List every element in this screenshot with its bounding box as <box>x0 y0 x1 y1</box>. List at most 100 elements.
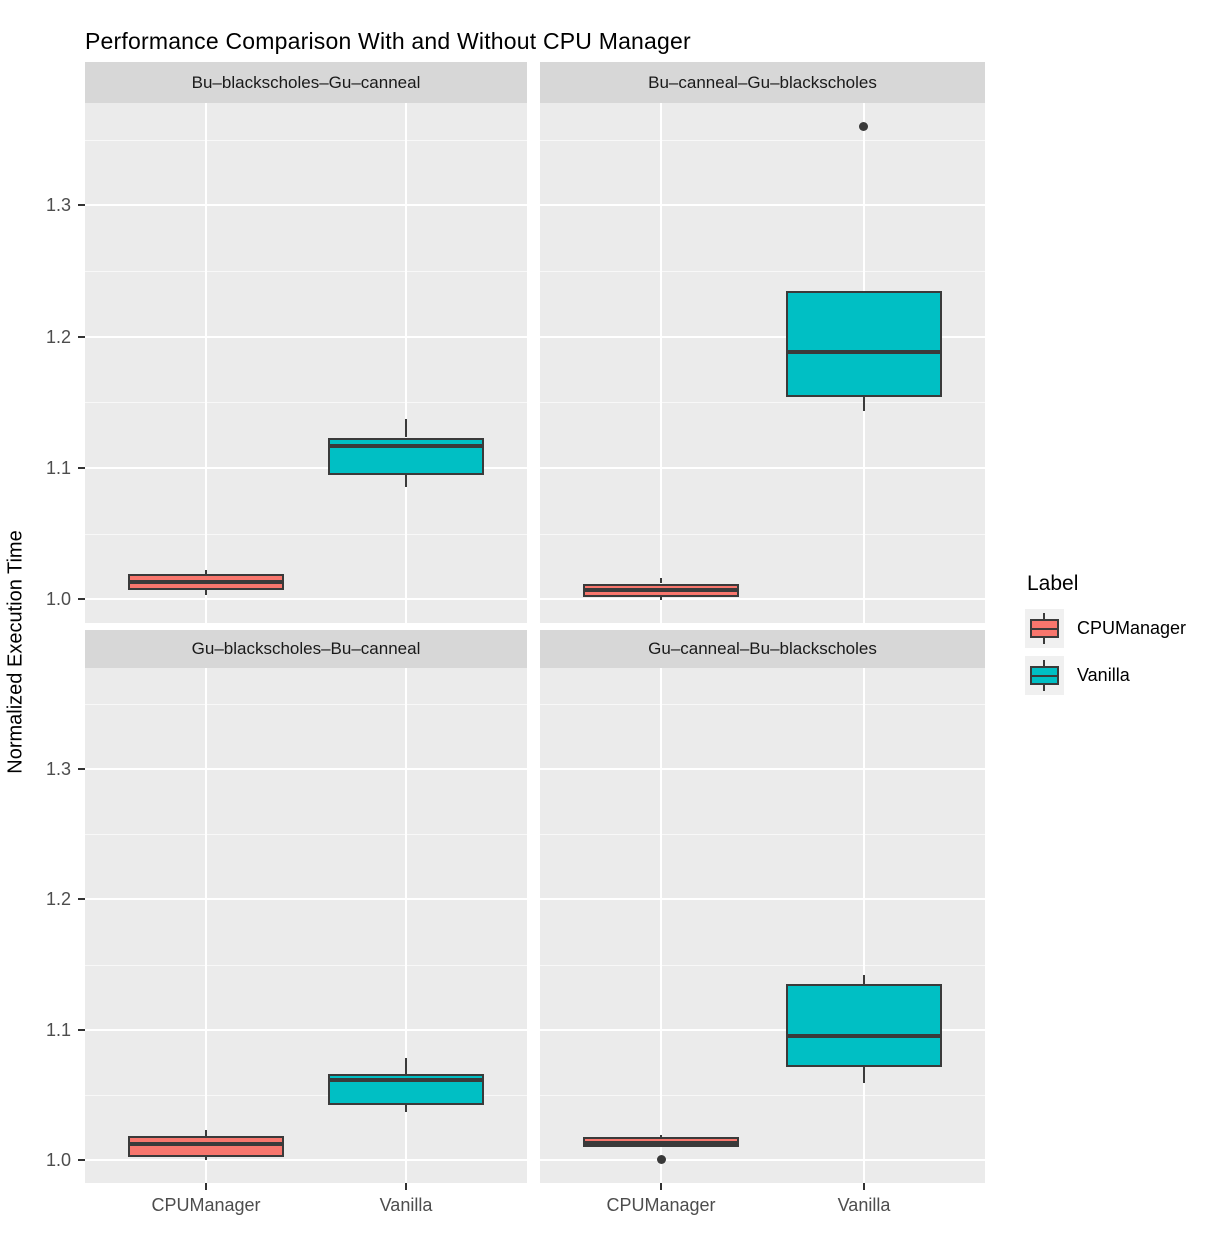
gridline-major <box>540 467 985 469</box>
whisker-upper <box>205 570 207 574</box>
facet-strip: Bu–canneal–Gu–blackscholes <box>540 62 985 103</box>
gridline-major <box>540 336 985 338</box>
facet-strip: Gu–canneal–Bu–blackscholes <box>540 630 985 668</box>
boxplot-median-line <box>583 588 739 592</box>
gridline-major <box>85 336 527 338</box>
boxplot-box <box>128 1136 284 1157</box>
whisker-upper <box>205 1130 207 1137</box>
gridline-major-vertical <box>205 103 207 623</box>
gridline-major <box>85 898 527 900</box>
gridline-major <box>85 204 527 206</box>
boxplot-median-line <box>328 444 484 448</box>
whisker-upper <box>405 1058 407 1074</box>
boxplot-box <box>786 291 942 397</box>
key-median-line <box>1032 628 1057 630</box>
gridline-major <box>540 204 985 206</box>
gridline-minor <box>85 402 527 403</box>
gridline-minor <box>85 704 527 705</box>
boxplot-median-line <box>786 350 942 354</box>
facet-panel <box>85 103 527 623</box>
gridline-minor <box>85 834 527 835</box>
gridline-major <box>540 898 985 900</box>
gridline-minor <box>540 834 985 835</box>
gridline-minor <box>540 965 985 966</box>
whisker-lower <box>205 1157 207 1160</box>
facet-strip: Gu–blackscholes–Bu–canneal <box>85 630 527 668</box>
gridline-major-vertical <box>205 668 207 1183</box>
y-tick-mark <box>78 336 85 338</box>
facet-panel <box>540 668 985 1183</box>
legend-label: Vanilla <box>1077 665 1130 685</box>
whisker-lower <box>205 590 207 595</box>
y-tick-label: 1.3 <box>45 195 71 215</box>
boxplot-median-line <box>128 580 284 584</box>
gridline-major-vertical <box>405 103 407 623</box>
gridline-minor <box>540 1095 985 1096</box>
facet-strip: Bu–blackscholes–Gu–canneal <box>85 62 527 103</box>
gridline-minor <box>85 534 527 535</box>
gridline-major <box>540 768 985 770</box>
gridline-minor <box>85 271 527 272</box>
gridline-major-vertical <box>405 668 407 1183</box>
whisker-upper <box>660 578 662 583</box>
gridline-minor <box>85 140 527 141</box>
x-tick-mark <box>405 1183 407 1190</box>
boxplot-median-line <box>583 1141 739 1145</box>
legend: Label CPUManager Vanilla <box>1025 572 1186 703</box>
legend-title: Label <box>1027 572 1079 595</box>
x-tick-label: CPUManager <box>151 1195 261 1215</box>
gridline-minor <box>540 271 985 272</box>
gridline-major <box>85 1159 527 1161</box>
y-tick-mark <box>78 898 85 900</box>
y-tick-label: 1.3 <box>45 759 71 779</box>
whisker-lower <box>863 1067 865 1083</box>
whisker-lower <box>660 597 662 600</box>
gridline-major <box>85 467 527 469</box>
y-tick-label: 1.0 <box>45 589 71 609</box>
x-tick-mark <box>660 1183 662 1190</box>
gridline-minor <box>540 704 985 705</box>
gridline-minor <box>540 534 985 535</box>
whisker-lower <box>405 1105 407 1112</box>
y-tick-mark <box>78 1159 85 1161</box>
gridline-major <box>85 768 527 770</box>
gridline-major <box>540 598 985 600</box>
boxplot-median-line <box>786 1034 942 1038</box>
gridline-major <box>540 1159 985 1161</box>
whisker-lower <box>863 397 865 411</box>
key-median-line <box>1032 675 1057 677</box>
y-tick-label: 1.1 <box>45 458 71 478</box>
gridline-major-vertical <box>863 668 865 1183</box>
x-tick-label: Vanilla <box>837 1195 891 1215</box>
gridline-minor <box>85 965 527 966</box>
whisker-lower <box>405 475 407 487</box>
y-tick-label: 1.2 <box>45 889 71 909</box>
x-tick-mark <box>205 1183 207 1190</box>
boxplot-median-line <box>328 1078 484 1082</box>
y-tick-mark <box>78 768 85 770</box>
y-tick-label: 1.1 <box>45 1020 71 1040</box>
boxplot-box <box>786 984 942 1067</box>
y-tick-label: 1.0 <box>45 1150 71 1170</box>
y-tick-mark <box>78 598 85 600</box>
outlier-point <box>657 1155 666 1164</box>
gridline-major <box>85 598 527 600</box>
whisker-upper <box>405 419 407 437</box>
whisker-upper <box>863 975 865 984</box>
gridline-minor <box>540 140 985 141</box>
gridline-major <box>540 1029 985 1031</box>
y-tick-mark <box>78 1029 85 1031</box>
legend-label: CPUManager <box>1077 618 1187 638</box>
y-tick-mark <box>78 467 85 469</box>
gridline-major-vertical <box>660 668 662 1183</box>
whisker-upper <box>660 1135 662 1138</box>
facet-panel <box>85 668 527 1183</box>
key-box <box>1030 666 1059 685</box>
x-tick-label: Vanilla <box>379 1195 433 1215</box>
boxplot-key-icon <box>1025 656 1064 695</box>
x-tick-mark <box>863 1183 865 1190</box>
gridline-major <box>85 1029 527 1031</box>
boxplot-key-icon <box>1025 609 1064 648</box>
legend-entry-cpumanager: CPUManager <box>1025 609 1186 648</box>
key-box <box>1030 619 1059 638</box>
